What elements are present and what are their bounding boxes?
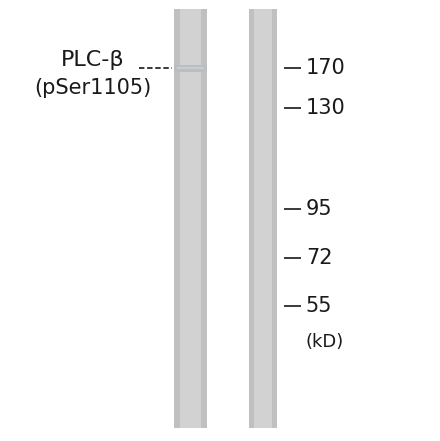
- Text: 170: 170: [306, 58, 345, 78]
- Bar: [254, 9, 272, 428]
- Text: 130: 130: [306, 98, 345, 118]
- Bar: [174, 65, 207, 71]
- Bar: [177, 67, 204, 69]
- Bar: [249, 9, 277, 428]
- Text: (pSer1105): (pSer1105): [34, 78, 151, 98]
- Text: 95: 95: [306, 199, 333, 220]
- Text: (kD): (kD): [306, 333, 344, 351]
- Text: PLC-β: PLC-β: [61, 49, 124, 70]
- Text: 72: 72: [306, 248, 332, 268]
- Bar: [174, 9, 207, 428]
- Bar: [180, 9, 201, 428]
- Text: 55: 55: [306, 296, 332, 317]
